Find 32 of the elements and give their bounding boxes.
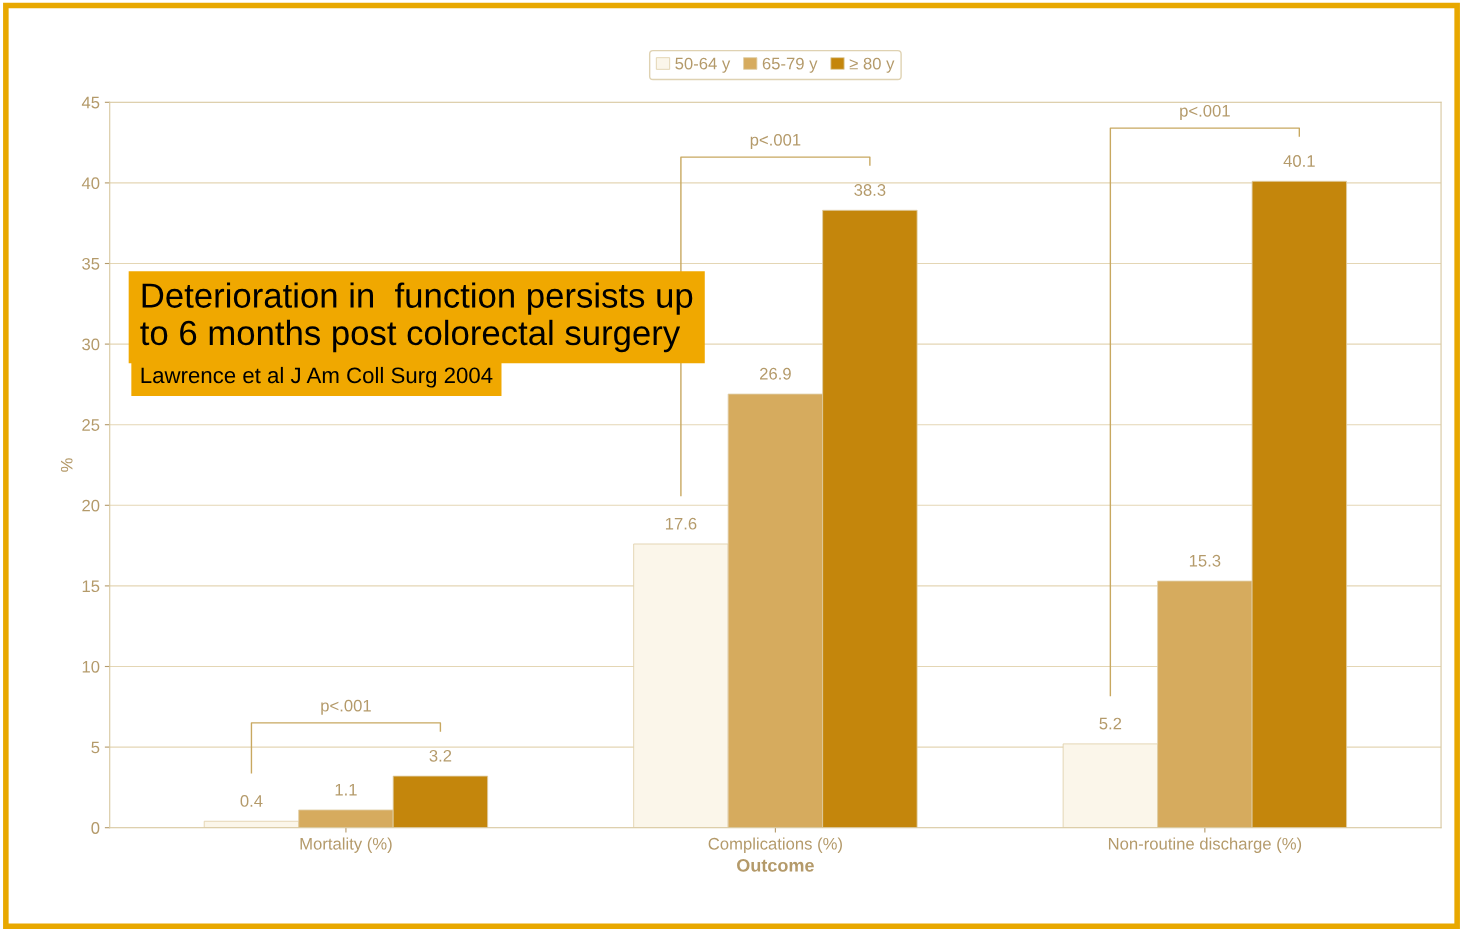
legend-label: ≥ 80 y xyxy=(849,57,895,73)
data-label: 5.2 xyxy=(1099,717,1122,730)
data-label: 40.1 xyxy=(1283,155,1315,167)
y-tick-label: 0 xyxy=(91,822,100,834)
x-axis-title: Outcome xyxy=(737,858,814,872)
data-label: 1.1 xyxy=(335,783,357,796)
annotation: Deterioration in function persists up to 6 months post colorectal surgery xyxy=(140,282,693,353)
data-label: 26.9 xyxy=(760,367,791,380)
data-label: 17.6 xyxy=(665,517,697,530)
y-tick-label: 30 xyxy=(82,338,100,351)
y-tick-label: 10 xyxy=(82,660,100,673)
annotation: p<.001 xyxy=(1180,104,1230,121)
y-tick-label: 15 xyxy=(82,580,100,593)
data-label: 3.2 xyxy=(429,749,452,762)
annotation: p<.001 xyxy=(750,133,801,150)
data-label: 0.4 xyxy=(240,795,263,807)
legend-label: 65-79 y xyxy=(762,57,818,73)
y-tick-label: 25 xyxy=(82,419,100,431)
x-tick-label: Mortality (%) xyxy=(300,837,392,853)
y-tick-label: 45 xyxy=(81,96,100,109)
y-axis-title: % xyxy=(60,458,73,472)
annotation: Lawrence et al J Am Coll Surg 2004 xyxy=(141,366,493,388)
data-label: 15.3 xyxy=(1189,554,1221,567)
y-tick-label: 40 xyxy=(81,177,100,190)
y-tick-label: 20 xyxy=(82,499,100,512)
legend-label: 50-64 y xyxy=(675,57,731,73)
y-tick-label: 35 xyxy=(82,257,100,270)
y-tick-label: 5 xyxy=(91,741,100,754)
x-tick-label: Complications (%) xyxy=(708,837,842,853)
annotation: p<.001 xyxy=(321,699,371,715)
data-label: 38.3 xyxy=(854,184,886,196)
x-tick-label: Non-routine discharge (%) xyxy=(1108,837,1302,853)
